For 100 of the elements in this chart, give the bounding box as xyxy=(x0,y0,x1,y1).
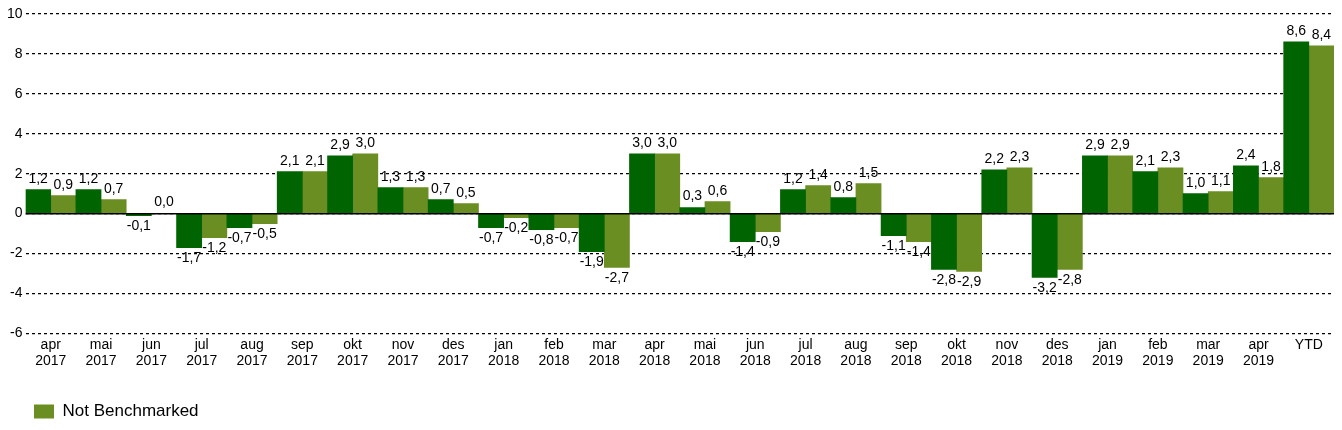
data-label: 1,3 xyxy=(380,167,401,184)
x-tick-label: feb 2019 xyxy=(1142,335,1174,369)
x-tick-label: jun 2018 xyxy=(739,335,772,369)
bar xyxy=(981,169,1008,214)
bar xyxy=(1056,213,1083,270)
data-label: 2,1 xyxy=(305,151,325,168)
bar xyxy=(629,153,655,214)
x-tick-label: des 2018 xyxy=(1041,335,1073,369)
bar xyxy=(276,171,303,214)
x-tick-label: apr 2019 xyxy=(1242,335,1275,369)
bar xyxy=(377,187,404,214)
bar xyxy=(1157,167,1184,214)
x-tick-label: jul 2017 xyxy=(186,335,218,369)
bar xyxy=(1258,177,1285,214)
x-tick-label: des 2017 xyxy=(437,335,470,369)
data-label: -0,1 xyxy=(126,217,152,234)
bar xyxy=(302,171,328,214)
bar xyxy=(956,213,983,272)
data-label: 0,7 xyxy=(103,179,124,196)
bar xyxy=(176,213,203,248)
bar xyxy=(50,195,77,214)
data-label: 3,0 xyxy=(355,133,376,150)
bar xyxy=(1283,41,1310,214)
bar xyxy=(553,213,580,228)
bar xyxy=(654,153,681,214)
bar xyxy=(679,207,706,214)
data-label: 1,2 xyxy=(783,169,803,186)
bar xyxy=(880,213,907,236)
data-label: -0,7 xyxy=(554,229,579,246)
bar xyxy=(402,187,429,214)
bar xyxy=(75,189,102,214)
data-label: -1,1 xyxy=(881,237,906,254)
data-label: 2,4 xyxy=(1236,145,1256,162)
bar xyxy=(1182,193,1209,214)
bar xyxy=(1031,213,1058,278)
bar xyxy=(1006,167,1033,214)
x-tick-label: sep 2017 xyxy=(286,335,319,369)
x-tick-label: aug 2018 xyxy=(840,335,872,369)
data-label: 8,4 xyxy=(1311,25,1332,42)
data-label: 1,1 xyxy=(1211,171,1231,188)
data-label: 0,7 xyxy=(431,179,451,196)
x-tick-label: mai 2018 xyxy=(689,335,721,369)
data-label: 2,9 xyxy=(1110,135,1131,152)
bar xyxy=(25,189,52,214)
bar xyxy=(1107,155,1134,214)
x-tick-label: okt 2018 xyxy=(940,335,973,369)
x-tick-label: apr 2017 xyxy=(35,335,67,369)
bar xyxy=(780,189,806,214)
bar xyxy=(855,183,882,214)
data-label: 0,9 xyxy=(53,175,74,192)
data-label: 1,0 xyxy=(1185,173,1206,190)
bar xyxy=(578,213,605,252)
data-label: 2,1 xyxy=(280,151,300,168)
legend-label: Not Benchmarked xyxy=(62,401,199,421)
y-tick-label: -6 xyxy=(10,324,23,341)
data-label: -0,2 xyxy=(504,219,529,236)
data-label: -0,8 xyxy=(529,231,554,248)
bar xyxy=(478,213,504,228)
data-label: 2,3 xyxy=(1160,147,1181,164)
x-tick-label: jan 2019 xyxy=(1091,335,1124,369)
data-label: 8,6 xyxy=(1286,21,1307,38)
data-label: 0,5 xyxy=(456,183,476,200)
data-label: 1,3 xyxy=(405,167,426,184)
y-tick-label: 4 xyxy=(14,124,23,141)
bar xyxy=(805,185,832,214)
y-tick-label: 8 xyxy=(14,44,23,61)
data-label: -0,7 xyxy=(479,229,504,246)
bar xyxy=(201,213,228,238)
y-tick-label: 2 xyxy=(14,164,23,181)
x-tick-label: feb 2018 xyxy=(538,335,570,369)
data-label: 2,9 xyxy=(330,135,351,152)
x-tick-label: okt 2017 xyxy=(337,335,369,369)
x-tick-label: nov 2017 xyxy=(387,335,419,369)
data-label: -1,9 xyxy=(579,253,604,270)
x-tick-label: jan 2018 xyxy=(488,335,520,369)
data-label: 1,8 xyxy=(1261,157,1282,174)
bar xyxy=(905,213,932,242)
bar xyxy=(226,213,253,228)
bar xyxy=(729,213,756,242)
data-label: 1,5 xyxy=(858,163,879,180)
bar xyxy=(125,213,152,216)
data-label: 0,8 xyxy=(833,177,854,194)
data-label: -0,5 xyxy=(252,225,277,242)
bar xyxy=(1132,171,1159,214)
data-label: 3,0 xyxy=(632,133,652,150)
y-tick-label: -4 xyxy=(10,284,23,301)
bar xyxy=(453,203,479,214)
bar xyxy=(931,213,957,270)
x-tick-label: jul 2018 xyxy=(790,335,822,369)
data-label: 0,6 xyxy=(707,181,728,198)
data-label: 3,0 xyxy=(657,133,678,150)
data-label: 0,3 xyxy=(682,187,703,204)
bar xyxy=(1082,155,1108,214)
bar xyxy=(704,201,731,214)
y-tick-label: 0 xyxy=(14,204,23,221)
data-label: 0,0 xyxy=(154,193,174,210)
bar xyxy=(251,213,278,224)
bar xyxy=(603,213,630,268)
bar xyxy=(754,213,781,232)
y-tick-label: 10 xyxy=(6,4,23,21)
